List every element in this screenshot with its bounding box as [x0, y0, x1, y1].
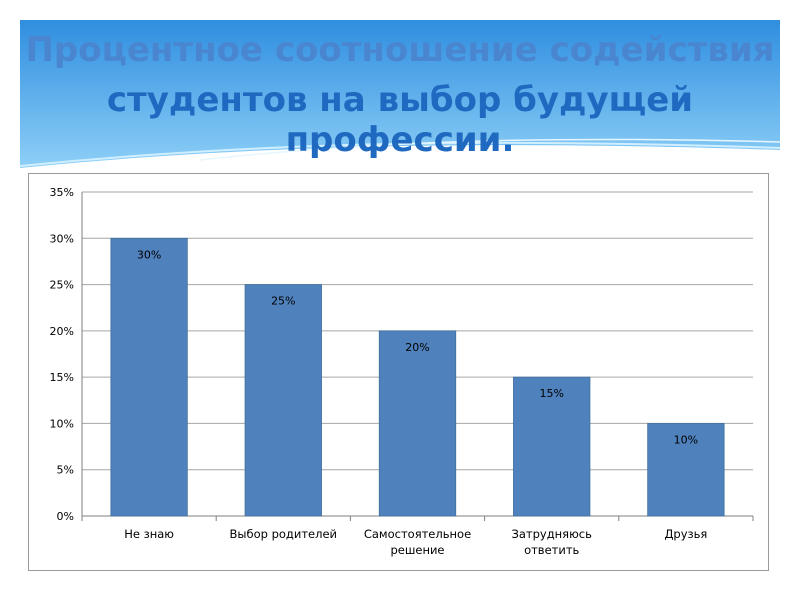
x-category-label: Самостоятельное [364, 527, 471, 541]
data-label: 25% [271, 295, 295, 308]
data-label: 10% [674, 433, 698, 446]
slide-title-line-2: студентов на выбор будущей профессии. [106, 80, 694, 160]
slide-header: Процентное соотношение содействия студен… [0, 0, 800, 180]
data-label: 15% [539, 387, 563, 400]
bar [647, 423, 725, 517]
y-tick-label: 35% [50, 186, 74, 199]
bar [110, 237, 188, 517]
y-tick-label: 30% [50, 232, 74, 245]
bar [513, 376, 591, 517]
x-category-label: Выбор родителей [230, 527, 338, 541]
bar [244, 284, 322, 517]
sky-background [19, 20, 781, 180]
y-tick-label: 5% [57, 464, 74, 477]
data-label: 30% [137, 248, 161, 261]
y-tick-label: 0% [57, 510, 74, 523]
x-category-label: Не знаю [124, 527, 174, 541]
y-tick-label: 20% [50, 325, 74, 338]
bar-chart: 0% 5% 10% 15% 20% 25% 30% 35% 30% Не знаю 25% Выбор… [50, 186, 754, 557]
x-category-label: Затрудняюсь [511, 527, 592, 541]
chart-frame: 0% 5% 10% 15% 20% 25% 30% 35% 30% Не знаю 25% Выбор… [28, 173, 769, 571]
y-tick-label: 15% [50, 371, 74, 384]
slide-title-line-1: Процентное соотношение содействия [25, 30, 775, 70]
data-label: 20% [405, 341, 429, 354]
y-tick-label: 25% [50, 279, 74, 292]
x-category-label: Друзья [664, 527, 707, 541]
y-tick-label: 10% [50, 417, 74, 430]
x-category-label: ответить [524, 543, 579, 557]
x-category-label: решение [390, 543, 444, 557]
bar [378, 330, 457, 517]
